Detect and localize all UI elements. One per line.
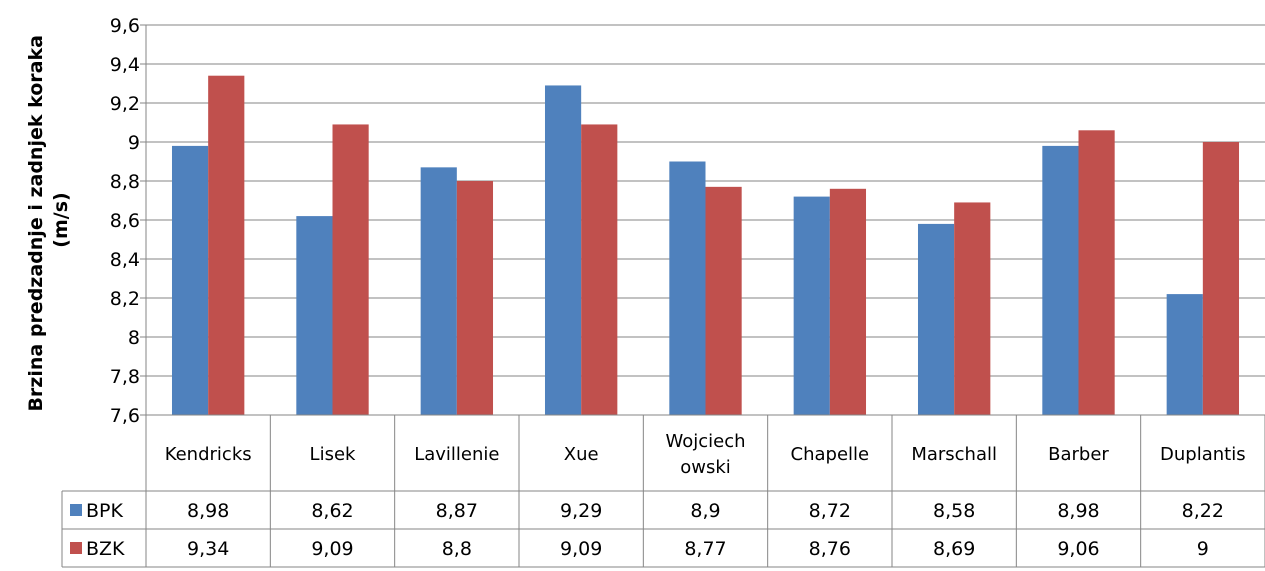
- legend-key-bpk: [70, 504, 82, 516]
- x-category-label: owski: [680, 457, 731, 478]
- x-category-label: Chapelle: [791, 444, 870, 465]
- data-label-bpk: 8,98: [187, 500, 229, 522]
- y-tick-label: 8,6: [110, 210, 140, 232]
- bar-bzk-4: [705, 186, 742, 415]
- data-table: Kendricks Lisek Lavillenie Xue Wojciech owski…: [61, 414, 1265, 568]
- x-category-label: Duplantis: [1160, 444, 1246, 465]
- bars: [171, 75, 1240, 416]
- x-category-label: Lavillenie: [414, 444, 499, 465]
- bar-bzk-7: [1078, 130, 1115, 416]
- data-label-bpk: 8,9: [690, 500, 720, 522]
- x-category-label: Xue: [564, 444, 599, 465]
- y-tick-label: 8,4: [110, 249, 140, 271]
- data-label-bzk: 9,34: [187, 538, 229, 560]
- y-axis-title-line-1: Brzina predzadnje i zadnjek koraka: [25, 35, 47, 411]
- y-tick-labels: 7,6 7,8 8 8,2 8,4 8,6 8,8 9 9,2 9,4 9,6: [110, 15, 140, 427]
- x-category-label: Lisek: [310, 444, 356, 465]
- data-label-bpk: 8,98: [1057, 500, 1099, 522]
- bar-bpk-5: [793, 196, 830, 415]
- bar-bzk-3: [581, 124, 618, 415]
- legend-label-bpk: BPK: [86, 500, 123, 522]
- bar-bzk-6: [954, 202, 991, 415]
- bar-bzk-2: [456, 181, 494, 415]
- y-tick-label: 9,6: [110, 15, 140, 37]
- data-label-bzk: 9,06: [1057, 538, 1099, 560]
- data-label-bzk: 8,76: [809, 538, 851, 560]
- bar-bpk-1: [296, 216, 333, 415]
- bar-bzk-1: [332, 124, 369, 415]
- data-label-bzk: 9,09: [560, 538, 602, 560]
- y-tick-label: 7,8: [110, 366, 140, 388]
- data-label-bpk: 8,22: [1182, 500, 1224, 522]
- bar-bzk-0: [208, 75, 245, 415]
- y-tick-label: 8,2: [110, 288, 140, 310]
- bar-bpk-4: [669, 161, 706, 415]
- bar-bzk-5: [829, 188, 867, 415]
- data-label-bpk: 8,58: [933, 500, 975, 522]
- y-tick-label: 8,8: [110, 171, 140, 193]
- data-label-bpk: 8,62: [311, 500, 353, 522]
- y-axis-title: Brzina predzadnje i zadnjek koraka (m/s): [25, 28, 72, 411]
- x-category-label: Barber: [1048, 444, 1109, 465]
- y-tick-label: 9,4: [110, 54, 140, 76]
- bar-bpk-2: [420, 167, 457, 415]
- data-label-bpk: 8,87: [436, 500, 478, 522]
- data-label-bzk: 8,8: [442, 538, 472, 560]
- x-category-label: Marschall: [911, 444, 997, 465]
- x-category-label: Wojciech: [665, 431, 745, 452]
- y-tick-label: 7,6: [110, 405, 140, 427]
- y-axis-title-line-2: (m/s): [50, 192, 72, 247]
- bar-bzk-8: [1202, 142, 1240, 415]
- data-label-bpk: 9,29: [560, 500, 602, 522]
- y-tick-label: 8: [128, 327, 140, 349]
- data-label-bzk: 8,77: [684, 538, 726, 560]
- bar-bpk-8: [1166, 294, 1203, 415]
- bar-bpk-0: [171, 145, 209, 415]
- bar-bpk-6: [917, 223, 955, 415]
- legend-label-bzk: BZK: [86, 538, 125, 560]
- y-tick-label: 9: [128, 132, 140, 154]
- bar-bpk-7: [1042, 145, 1079, 415]
- bar-bpk-3: [544, 85, 582, 415]
- legend-key-bzk: [70, 542, 82, 554]
- data-label-bzk: 9: [1197, 538, 1209, 560]
- data-label-bpk: 8,72: [809, 500, 851, 522]
- data-label-bzk: 8,69: [933, 538, 975, 560]
- data-label-bzk: 9,09: [311, 538, 353, 560]
- y-tick-label: 9,2: [110, 93, 140, 115]
- x-category-label: Kendricks: [165, 444, 252, 465]
